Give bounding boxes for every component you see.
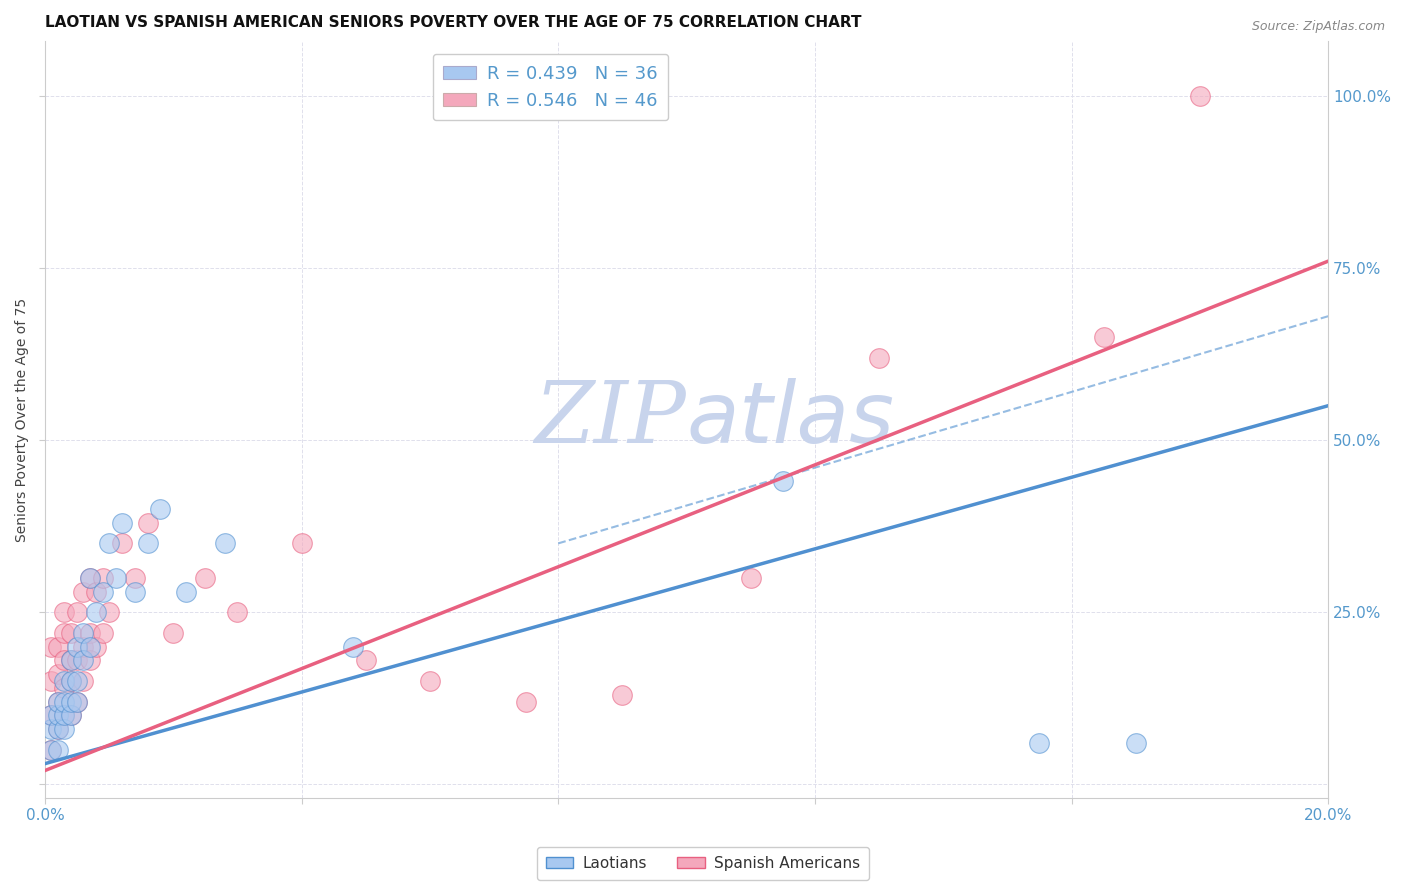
Point <box>46 743 69 757</box>
Point <box>342 640 364 654</box>
Point <box>53 674 76 689</box>
Point <box>136 536 159 550</box>
Point <box>1092 330 1115 344</box>
Point <box>419 674 441 689</box>
Point <box>41 708 63 723</box>
Point <box>1188 89 1211 103</box>
Point <box>79 571 101 585</box>
Point <box>91 584 114 599</box>
Point <box>41 674 63 689</box>
Point <box>59 653 82 667</box>
Point <box>79 571 101 585</box>
Point <box>868 351 890 365</box>
Point <box>136 516 159 530</box>
Point <box>354 653 377 667</box>
Point <box>53 681 76 695</box>
Point <box>214 536 236 550</box>
Legend: Laotians, Spanish Americans: Laotians, Spanish Americans <box>537 847 869 880</box>
Point <box>59 708 82 723</box>
Point <box>59 695 82 709</box>
Point <box>46 640 69 654</box>
Point <box>41 723 63 737</box>
Point <box>59 674 82 689</box>
Point <box>41 640 63 654</box>
Point <box>41 708 63 723</box>
Point <box>772 475 794 489</box>
Point <box>194 571 217 585</box>
Text: LAOTIAN VS SPANISH AMERICAN SENIORS POVERTY OVER THE AGE OF 75 CORRELATION CHART: LAOTIAN VS SPANISH AMERICAN SENIORS POVE… <box>45 15 862 30</box>
Y-axis label: Seniors Poverty Over the Age of 75: Seniors Poverty Over the Age of 75 <box>15 297 30 541</box>
Legend: R = 0.439   N = 36, R = 0.546   N = 46: R = 0.439 N = 36, R = 0.546 N = 46 <box>433 54 668 120</box>
Point <box>1028 736 1050 750</box>
Point <box>226 605 249 619</box>
Point <box>84 605 107 619</box>
Point <box>59 674 82 689</box>
Point <box>72 640 94 654</box>
Point <box>72 653 94 667</box>
Point <box>72 625 94 640</box>
Point <box>66 653 89 667</box>
Point <box>84 640 107 654</box>
Point <box>111 536 134 550</box>
Text: atlas: atlas <box>686 378 894 461</box>
Point <box>46 708 69 723</box>
Point <box>104 571 127 585</box>
Point <box>53 723 76 737</box>
Point <box>91 625 114 640</box>
Point <box>53 653 76 667</box>
Point <box>66 695 89 709</box>
Point <box>41 743 63 757</box>
Point <box>46 695 69 709</box>
Point <box>1125 736 1147 750</box>
Point <box>53 625 76 640</box>
Point <box>46 667 69 681</box>
Point <box>111 516 134 530</box>
Point <box>66 605 89 619</box>
Point <box>59 653 82 667</box>
Point <box>174 584 197 599</box>
Point <box>53 605 76 619</box>
Point <box>66 640 89 654</box>
Point <box>124 584 146 599</box>
Point <box>79 653 101 667</box>
Point <box>612 688 634 702</box>
Point <box>66 674 89 689</box>
Point <box>72 584 94 599</box>
Point <box>124 571 146 585</box>
Text: Source: ZipAtlas.com: Source: ZipAtlas.com <box>1251 20 1385 33</box>
Point <box>72 674 94 689</box>
Point <box>98 605 121 619</box>
Point <box>59 625 82 640</box>
Point <box>46 723 69 737</box>
Point <box>53 708 76 723</box>
Point <box>59 708 82 723</box>
Point <box>740 571 762 585</box>
Point <box>46 723 69 737</box>
Point <box>79 640 101 654</box>
Point <box>46 695 69 709</box>
Point <box>79 625 101 640</box>
Point <box>84 584 107 599</box>
Point <box>291 536 314 550</box>
Text: ZIP: ZIP <box>534 378 686 461</box>
Point <box>98 536 121 550</box>
Point <box>53 695 76 709</box>
Point <box>149 502 172 516</box>
Point <box>91 571 114 585</box>
Point <box>66 695 89 709</box>
Point <box>53 708 76 723</box>
Point <box>41 743 63 757</box>
Point <box>162 625 184 640</box>
Point <box>515 695 537 709</box>
